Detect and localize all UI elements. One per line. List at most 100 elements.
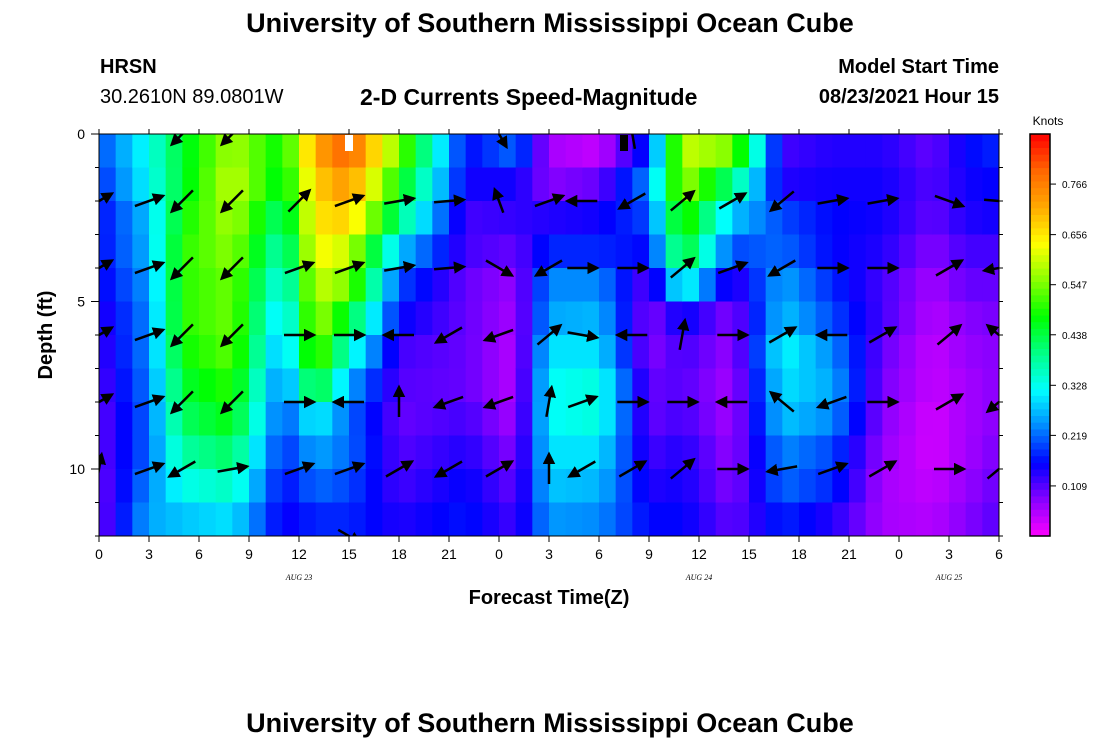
heatmap-cell [565, 502, 583, 536]
colorbar-segment [1030, 328, 1050, 336]
heatmap-cell [332, 201, 350, 236]
heatmap-cell [849, 368, 867, 403]
heatmap-cell [615, 402, 633, 437]
heatmap-cell [199, 167, 217, 202]
heatmap-cell [249, 134, 267, 169]
heatmap-cell [382, 201, 400, 236]
current-vector-arrow [169, 390, 194, 415]
heatmap-cell [832, 234, 850, 269]
heatmap-cell [582, 502, 600, 536]
current-vector-arrow [985, 400, 999, 414]
current-vector-arrow [618, 460, 648, 478]
heatmap-cell [615, 368, 633, 403]
heatmap-cell [532, 167, 550, 202]
heatmap-cell [249, 502, 267, 536]
colorbar-segment [1030, 174, 1050, 182]
current-vector-arrow [817, 461, 849, 476]
heatmap-cell [782, 368, 800, 403]
current-vector-arrow [337, 528, 362, 536]
heatmap-cell [865, 435, 883, 470]
heatmap-cell [299, 234, 317, 269]
heatmap-cell [215, 134, 233, 169]
heatmap-cell [432, 301, 450, 336]
heatmap-cell [299, 134, 317, 169]
heatmap-cell [715, 268, 733, 303]
heatmap-cell [199, 402, 217, 437]
heatmap-cell [349, 234, 367, 269]
heatmap-cell [549, 469, 567, 504]
heatmap-cell [549, 134, 567, 169]
heatmap-cell [582, 201, 600, 236]
heatmap-cell [749, 335, 767, 370]
heatmap-cell [649, 301, 667, 336]
current-vector-arrow [934, 194, 966, 209]
heatmap-cell [665, 435, 683, 470]
heatmap-cell [565, 201, 583, 236]
colorbar-tick-label: 0.328 [1062, 381, 1087, 392]
heatmap-cell [665, 335, 683, 370]
heatmap-cell [665, 368, 683, 403]
heatmap-cell [215, 201, 233, 236]
colorbar-segment [1030, 214, 1050, 222]
heatmap-cell [965, 402, 983, 437]
heatmap-cell [299, 268, 317, 303]
current-vector-arrow [936, 323, 963, 346]
current-vector-arrow [482, 328, 514, 343]
heatmap-cell [915, 301, 933, 336]
heatmap-cell [149, 167, 167, 202]
heatmap-cell [182, 134, 200, 169]
heatmap-cell [232, 502, 250, 536]
current-vector-arrow [169, 323, 194, 348]
heatmap-cell [532, 134, 550, 169]
heatmap-cell [149, 368, 167, 403]
heatmap-cell [215, 402, 233, 437]
current-vector-arrow [433, 460, 463, 478]
heatmap-cell [282, 234, 300, 269]
heatmap-cell [182, 469, 200, 504]
heatmap-cell [349, 469, 367, 504]
current-vector-arrow [485, 259, 515, 277]
heatmap-cell [549, 301, 567, 336]
heatmap-cell [815, 469, 833, 504]
heatmap-cell [349, 268, 367, 303]
heatmap-cell [799, 502, 817, 536]
heatmap-cell [982, 234, 999, 269]
heatmap-cell [465, 201, 483, 236]
x-tick-label: 6 [595, 546, 603, 562]
heatmap-cell [582, 402, 600, 437]
heatmap-cell [965, 167, 983, 202]
colorbar-segment [1030, 355, 1050, 363]
heatmap-cell [882, 502, 900, 536]
heatmap-cell [232, 134, 250, 169]
heatmap-cell [782, 167, 800, 202]
heatmap-cell [599, 335, 617, 370]
colorbar-segment [1030, 341, 1050, 349]
heatmap-cell [232, 167, 250, 202]
heatmap-cell [265, 301, 283, 336]
heatmap-cell [465, 368, 483, 403]
heatmap-cell [815, 234, 833, 269]
heatmap-cell [499, 167, 517, 202]
heatmap-cell [849, 435, 867, 470]
heatmap-cell [915, 268, 933, 303]
heatmap-cell [682, 301, 700, 336]
colorbar-segment [1030, 234, 1050, 242]
x-date-label: AUG 24 [685, 573, 712, 582]
heatmap-cell [482, 268, 500, 303]
heatmap-cell [349, 402, 367, 437]
heatmap-cell [132, 435, 150, 470]
colorbar-segment [1030, 489, 1050, 497]
heatmap-cell [415, 335, 433, 370]
current-vector-arrow [981, 262, 999, 276]
heatmap-cell [415, 134, 433, 169]
heatmap-cell [182, 402, 200, 437]
heatmap-cell [699, 435, 717, 470]
current-vector-arrow [669, 189, 696, 212]
current-vector-arrow [334, 260, 366, 275]
heatmap-cell [215, 234, 233, 269]
heatmap-cell [949, 301, 967, 336]
heatmap-cell [115, 134, 133, 169]
heatmap-cell [682, 502, 700, 536]
heatmap-cell [332, 502, 350, 536]
current-vector-arrow [815, 395, 847, 410]
